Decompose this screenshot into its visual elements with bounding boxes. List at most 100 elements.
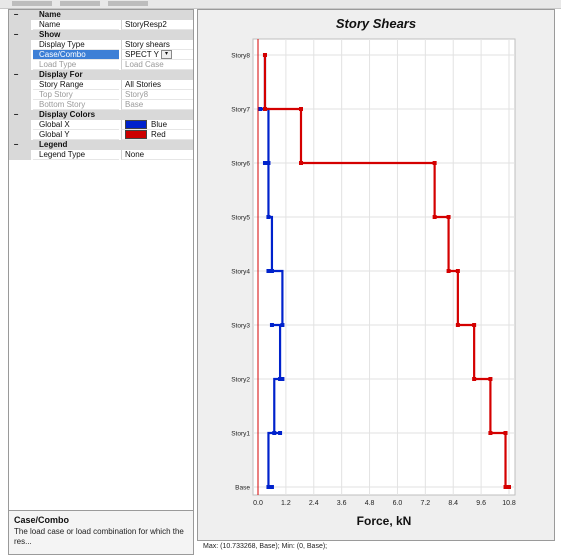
x-tick-label: 2.4 <box>309 500 319 507</box>
x-tick-label: 9.6 <box>476 500 486 507</box>
data-point-y <box>432 161 437 165</box>
row-gutter <box>9 150 31 160</box>
y-tick-label: Story6 <box>231 161 250 168</box>
property-value-text: Red <box>151 130 166 139</box>
property-value-text: Blue <box>151 120 168 129</box>
x-tick-label: 8.4 <box>448 500 458 507</box>
property-value-text: All Stories <box>125 80 162 89</box>
status-bar: Max: (10.733268, Base); Min: (0, Base); <box>203 543 328 550</box>
property-row[interactable]: Name StoryResp2 <box>9 20 193 30</box>
x-tick-label: 3.6 <box>337 500 347 507</box>
data-point-x <box>262 161 267 165</box>
data-point-y <box>488 377 493 381</box>
property-name: Top Story <box>33 90 119 100</box>
data-point-y <box>455 269 460 273</box>
data-point-x <box>272 431 277 435</box>
property-name: Legend Type <box>33 150 119 160</box>
property-value[interactable]: SPECT Y ▾ <box>121 50 193 60</box>
property-value-text: SPECT Y <box>125 50 159 59</box>
property-grid: − Name Name StoryResp2 − Show Display Type Stor… <box>9 10 193 160</box>
row-gutter <box>9 20 31 30</box>
data-point-y <box>446 269 451 273</box>
chart-panel: 0.0 1.2 2.4 3.6 4.8 6.0 7.2 8.4 9.6 10.8 Base Story… <box>197 9 555 541</box>
data-point-x <box>269 485 274 489</box>
property-value[interactable]: Story shears <box>121 40 193 50</box>
category-label: Legend <box>39 140 68 149</box>
property-row[interactable]: Display Type Story shears <box>9 40 193 50</box>
property-value[interactable]: Load Case <box>121 60 193 70</box>
x-tick-label: 7.2 <box>420 500 430 507</box>
data-point-x <box>269 269 274 273</box>
data-point-x <box>266 269 271 273</box>
data-point-x <box>269 323 274 327</box>
y-tick-label: Story4 <box>231 269 250 276</box>
story-shears-chart: 0.0 1.2 2.4 3.6 4.8 6.0 7.2 8.4 9.6 10.8 Base Story… <box>231 38 516 528</box>
property-name: Global Y <box>33 130 119 140</box>
property-value-text: Load Case <box>125 60 164 69</box>
data-point-y <box>432 215 437 219</box>
property-value[interactable]: None <box>121 150 193 160</box>
x-tick-label: 10.8 <box>502 500 516 507</box>
plot-area <box>252 38 516 496</box>
property-row[interactable]: Case/Combo SPECT Y ▾ <box>9 50 193 60</box>
row-gutter <box>9 60 31 70</box>
category-row[interactable]: − Show <box>9 30 193 40</box>
category-row[interactable]: − Legend <box>9 140 193 150</box>
property-name: Load Type <box>33 60 119 70</box>
property-row[interactable]: Global X Blue <box>9 120 193 130</box>
category-row[interactable]: − Name <box>9 10 193 20</box>
collapse-icon[interactable]: − <box>13 140 19 149</box>
row-gutter <box>9 120 31 130</box>
property-value-text: StoryResp2 <box>125 20 167 29</box>
property-row[interactable]: Story Range All Stories <box>9 80 193 90</box>
data-point-y <box>262 107 267 111</box>
row-gutter <box>9 100 31 110</box>
category-row[interactable]: − Display For <box>9 70 193 80</box>
category-row[interactable]: − Display Colors <box>9 110 193 120</box>
collapse-icon[interactable]: − <box>13 70 19 79</box>
collapse-icon[interactable]: − <box>13 30 19 39</box>
row-gutter <box>9 50 31 60</box>
x-tick-label: 0.0 <box>253 500 263 507</box>
color-swatch[interactable] <box>125 130 147 139</box>
y-tick-label: Story8 <box>231 53 250 60</box>
property-row[interactable]: Load Type Load Case <box>9 60 193 70</box>
property-value-text: Story shears <box>125 40 170 49</box>
data-point-y <box>472 377 477 381</box>
y-tick-label: Story7 <box>231 107 250 114</box>
data-point-x <box>266 161 271 165</box>
property-value-text: Story8 <box>125 90 149 99</box>
property-value[interactable]: StoryResp2 <box>121 20 193 30</box>
x-axis-title: Force, kN <box>357 514 412 528</box>
property-value[interactable]: Base <box>121 100 193 110</box>
data-point-y <box>507 485 511 489</box>
property-value[interactable]: Red <box>121 130 193 140</box>
data-point-y <box>455 323 460 327</box>
property-row[interactable]: Bottom Story Base <box>9 100 193 110</box>
row-gutter <box>9 130 31 140</box>
y-tick-label: Story1 <box>231 431 250 438</box>
property-value[interactable]: All Stories <box>121 80 193 90</box>
collapse-icon[interactable]: − <box>13 110 19 119</box>
property-name: Name <box>33 20 119 30</box>
data-point-y <box>503 485 508 489</box>
x-tick-label: 6.0 <box>393 500 403 507</box>
y-tick-label: Story2 <box>231 377 250 384</box>
collapse-icon[interactable]: − <box>13 10 19 19</box>
dropdown-arrow-icon[interactable]: ▾ <box>160 50 172 59</box>
property-row[interactable]: Legend Type None <box>9 150 193 160</box>
y-tick-label: Base <box>235 485 250 492</box>
property-row[interactable]: Top Story Story8 <box>9 90 193 100</box>
x-tick-label: 1.2 <box>281 500 291 507</box>
color-swatch[interactable] <box>125 120 147 129</box>
chart-title: Story Shears <box>335 16 417 31</box>
property-name: Bottom Story <box>33 100 119 110</box>
property-name: Display Type <box>33 40 119 50</box>
row-gutter <box>9 80 31 90</box>
help-text: The load case or load combination for wh… <box>14 527 184 546</box>
property-value[interactable]: Story8 <box>121 90 193 100</box>
property-value[interactable]: Blue <box>121 120 193 130</box>
property-row[interactable]: Global Y Red <box>9 130 193 140</box>
property-value-text: Base <box>125 100 144 109</box>
category-label: Name <box>39 10 61 19</box>
